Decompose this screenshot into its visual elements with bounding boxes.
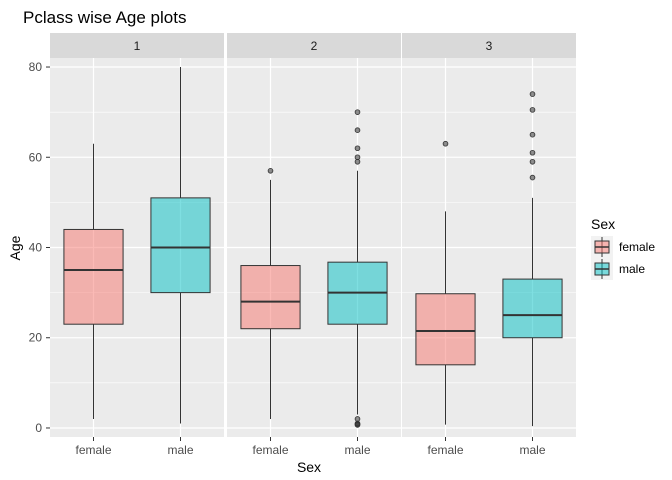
- x-tick-label: female: [75, 443, 111, 457]
- y-tick-label: 60: [29, 150, 43, 164]
- x-tick-label: male: [344, 443, 370, 457]
- outlier-point: [354, 127, 361, 133]
- box-male: [327, 109, 388, 428]
- facet-strip: [227, 33, 401, 58]
- outlier-point: [354, 158, 361, 165]
- outlier-point: [529, 158, 536, 165]
- outlier-point: [267, 167, 274, 174]
- box-female: [240, 167, 301, 419]
- facet-strip: [50, 33, 224, 58]
- x-axis-title: Sex: [297, 459, 321, 475]
- facet-strip-label: 2: [311, 39, 318, 53]
- y-tick-label: 40: [29, 241, 43, 255]
- outlier-point: [529, 131, 536, 138]
- x-tick-label: female: [252, 443, 288, 457]
- x-tick-label: male: [519, 443, 545, 457]
- box-female: [415, 140, 476, 425]
- facet-strip: [402, 33, 576, 58]
- y-tick-label: 80: [29, 60, 43, 74]
- legend-key-male: [591, 258, 613, 280]
- outlier-point: [529, 149, 536, 156]
- box-iqr: [415, 293, 476, 366]
- outlier-point: [354, 420, 361, 427]
- box-iqr: [150, 197, 211, 294]
- outlier-point: [529, 107, 536, 113]
- facet-panel-3: 3 female male: [402, 33, 576, 457]
- outlier-point: [529, 91, 536, 97]
- box-male: [502, 91, 563, 427]
- legend-key-female: [591, 236, 613, 258]
- chart-title: Pclass wise Age plots: [23, 8, 186, 27]
- box-male: [150, 67, 211, 424]
- legend-title: Sex: [591, 216, 615, 232]
- outlier-point: [354, 416, 361, 422]
- y-tick-label: 0: [35, 421, 42, 435]
- facets: 1 female male 2 female male 3 female male: [50, 33, 576, 457]
- box-iqr: [502, 278, 563, 339]
- x-tick-label: female: [427, 443, 463, 457]
- outlier-point: [529, 174, 536, 181]
- facet-panel-2: 2 female male: [227, 33, 401, 457]
- y-axis: 0 20 40 60 80: [29, 60, 50, 435]
- facet-strip-label: 1: [134, 39, 141, 53]
- outlier-point: [354, 154, 361, 161]
- legend-label: male: [619, 262, 645, 276]
- outlier-point: [354, 145, 361, 152]
- legend-label: female: [619, 240, 655, 254]
- facet-strip-label: 3: [486, 39, 493, 53]
- outlier-point: [354, 109, 361, 115]
- box-iqr: [63, 228, 124, 325]
- box-female: [63, 143, 124, 419]
- y-axis-title: Age: [7, 235, 23, 260]
- legend: Sex female male: [591, 216, 655, 280]
- box-iqr: [240, 265, 301, 330]
- outlier-point: [442, 140, 449, 147]
- x-tick-label: male: [167, 443, 193, 457]
- y-tick-label: 20: [29, 331, 43, 345]
- facet-panel-1: 1 female male: [50, 33, 224, 457]
